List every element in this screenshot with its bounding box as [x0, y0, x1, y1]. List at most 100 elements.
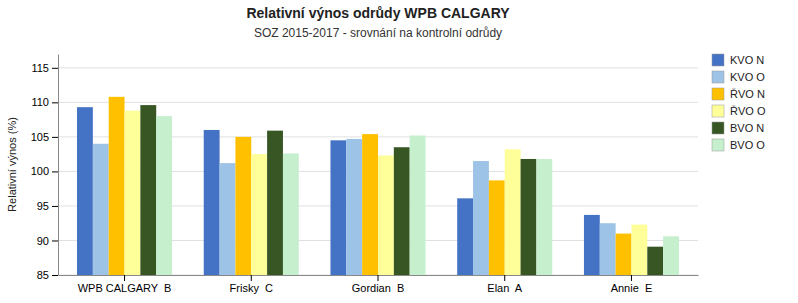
legend-item: BVO O [712, 139, 765, 151]
y-tick-label: 115 [31, 62, 49, 74]
legend-swatch [712, 105, 724, 117]
y-tick-label: 105 [31, 131, 49, 143]
grid [58, 68, 698, 275]
chart: Relativní výnos odrůdy WPB CALGARY SOZ 20… [0, 0, 798, 303]
y-tick: 105 [31, 131, 58, 143]
legend-swatch [712, 88, 724, 100]
bar [647, 247, 663, 275]
legend-item: BVO N [712, 122, 764, 134]
bars [77, 97, 679, 275]
y-tick-label: 100 [31, 165, 49, 177]
legend-label: ŘVO N [730, 88, 765, 100]
legend-label: BVO O [730, 139, 765, 151]
bar [125, 111, 141, 275]
grid-line [58, 102, 698, 103]
legend-label: ŘVO O [730, 105, 766, 117]
plot: 85 90 95 100 105 110 115 WPB CALGARY B Frisky C G… [31, 55, 699, 294]
bar [77, 107, 93, 275]
legend-swatch [712, 122, 724, 134]
bar [251, 154, 267, 275]
legend-swatch [712, 54, 724, 66]
bar [394, 147, 410, 275]
y-tick-mark [52, 240, 58, 241]
legend-swatch [712, 71, 724, 83]
x-tick: Gordian B [352, 275, 405, 294]
y-tick-label: 95 [37, 200, 49, 212]
x-tick: WPB CALGARY B [78, 275, 172, 294]
bar [410, 135, 426, 275]
bar [220, 163, 236, 275]
bar [204, 130, 220, 275]
legend-swatch [712, 139, 724, 151]
bar [346, 139, 362, 275]
x-tick-mark [504, 275, 505, 281]
y-tick: 95 [37, 200, 58, 212]
y-tick-mark [52, 275, 58, 276]
legend-item: KVO O [712, 71, 765, 83]
legend-label: KVO N [730, 54, 764, 66]
bar [489, 180, 505, 275]
x-tick-mark [378, 275, 379, 281]
bar [156, 116, 172, 275]
bar [631, 225, 647, 275]
bar [521, 159, 537, 275]
bar-series [125, 111, 648, 275]
bar [584, 215, 600, 275]
bar [93, 144, 109, 275]
y-tick: 115 [31, 62, 58, 74]
title: Relativní výnos odrůdy WPB CALGARY [246, 5, 510, 21]
x-tick-label: Gordian B [352, 282, 405, 294]
x-tick-label: Elan A [487, 282, 523, 294]
x-tick-label: Frisky C [230, 282, 273, 294]
y-tick: 85 [37, 269, 58, 281]
bar [330, 140, 346, 275]
y-tick-label: 85 [37, 269, 49, 281]
bar [616, 234, 632, 275]
y-tick-mark [52, 102, 58, 103]
legend-label: KVO O [730, 71, 765, 83]
legend-item: KVO N [712, 54, 764, 66]
bar-series [140, 105, 663, 275]
y-tick-label: 90 [37, 234, 49, 246]
x-tick-mark [251, 275, 252, 281]
y-tick-mark [52, 68, 58, 69]
x-tick-label: Annie E [611, 282, 653, 294]
bar [536, 159, 552, 275]
bar [663, 236, 679, 275]
bar [457, 198, 473, 275]
subtitle: SOZ 2015-2017 - srovnání na kontrolní od… [254, 26, 502, 40]
y-tick-label: 110 [31, 96, 49, 108]
y-tick-mark [52, 206, 58, 207]
bar [267, 131, 283, 275]
bar [109, 97, 125, 275]
legend-item: ŘVO N [712, 88, 765, 100]
legend: KVO N KVO O ŘVO N ŘVO O BVO N BVO O [712, 54, 766, 151]
bar [378, 156, 394, 275]
bar [140, 105, 156, 275]
bar-series [109, 97, 632, 275]
bar [505, 149, 521, 275]
x-tick-mark [631, 275, 632, 281]
y-axis: 85 90 95 100 105 110 115 [31, 55, 59, 282]
legend-label: BVO N [730, 122, 764, 134]
bar-series [156, 116, 679, 275]
y-tick-mark [52, 137, 58, 138]
bar [235, 137, 251, 275]
bar [362, 134, 378, 275]
y-axis-title: Relativní výnos (%) [6, 117, 18, 212]
x-tick-mark [124, 275, 125, 281]
y-tick: 110 [31, 96, 58, 108]
grid-line [58, 67, 698, 68]
x-tick: Elan A [487, 275, 523, 294]
bar [600, 223, 616, 275]
x-tick: Frisky C [230, 275, 273, 294]
x-tick-label: WPB CALGARY B [78, 282, 172, 294]
bar [283, 153, 299, 275]
y-tick-mark [52, 171, 58, 172]
bar [473, 161, 489, 275]
y-axis-line [58, 55, 59, 276]
legend-item: ŘVO O [712, 105, 766, 117]
x-axis: WPB CALGARY B Frisky C Gordian B Elan A Anni… [59, 275, 699, 294]
x-tick: Annie E [611, 275, 653, 294]
y-tick: 90 [37, 234, 58, 246]
